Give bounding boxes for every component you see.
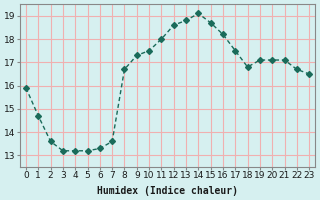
X-axis label: Humidex (Indice chaleur): Humidex (Indice chaleur) xyxy=(97,186,238,196)
